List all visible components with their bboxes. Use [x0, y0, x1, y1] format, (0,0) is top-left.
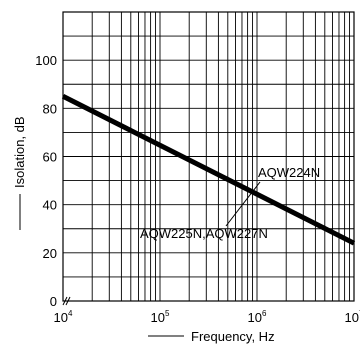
- y-tick-label: 40: [43, 198, 57, 213]
- y-axis-label-group: Isolation, dB: [12, 116, 27, 230]
- series-layer: [61, 94, 356, 246]
- series-annotation: AQW224N: [258, 165, 320, 180]
- y-tick-label: 0: [50, 294, 57, 309]
- y-tick-label: 100: [35, 53, 57, 68]
- x-tick-labels: 104 105 106 107: [54, 309, 360, 325]
- x-tick-label: 105: [151, 309, 170, 325]
- x-tick-label: 104: [54, 309, 73, 325]
- y-tick-labels: 0 20 40 60 80 100: [35, 53, 57, 309]
- axis-break-mark: [62, 296, 68, 306]
- grid-layer: [63, 12, 354, 301]
- y-axis-label: Isolation, dB: [12, 116, 27, 188]
- y-tick-label: 80: [43, 101, 57, 116]
- annotation-leader: [225, 181, 261, 227]
- series-annotation: AQW225N,AQW227N: [140, 226, 268, 241]
- y-tick-label: 60: [43, 150, 57, 165]
- plot-frame: [62, 11, 355, 302]
- y-tick-label: 20: [43, 246, 57, 261]
- x-tick-label: 107: [345, 309, 360, 325]
- x-tick-label: 106: [248, 309, 267, 325]
- x-axis-label: Frequency, Hz: [191, 329, 275, 344]
- axis-break-mark: [65, 296, 71, 306]
- series-line: [61, 94, 356, 246]
